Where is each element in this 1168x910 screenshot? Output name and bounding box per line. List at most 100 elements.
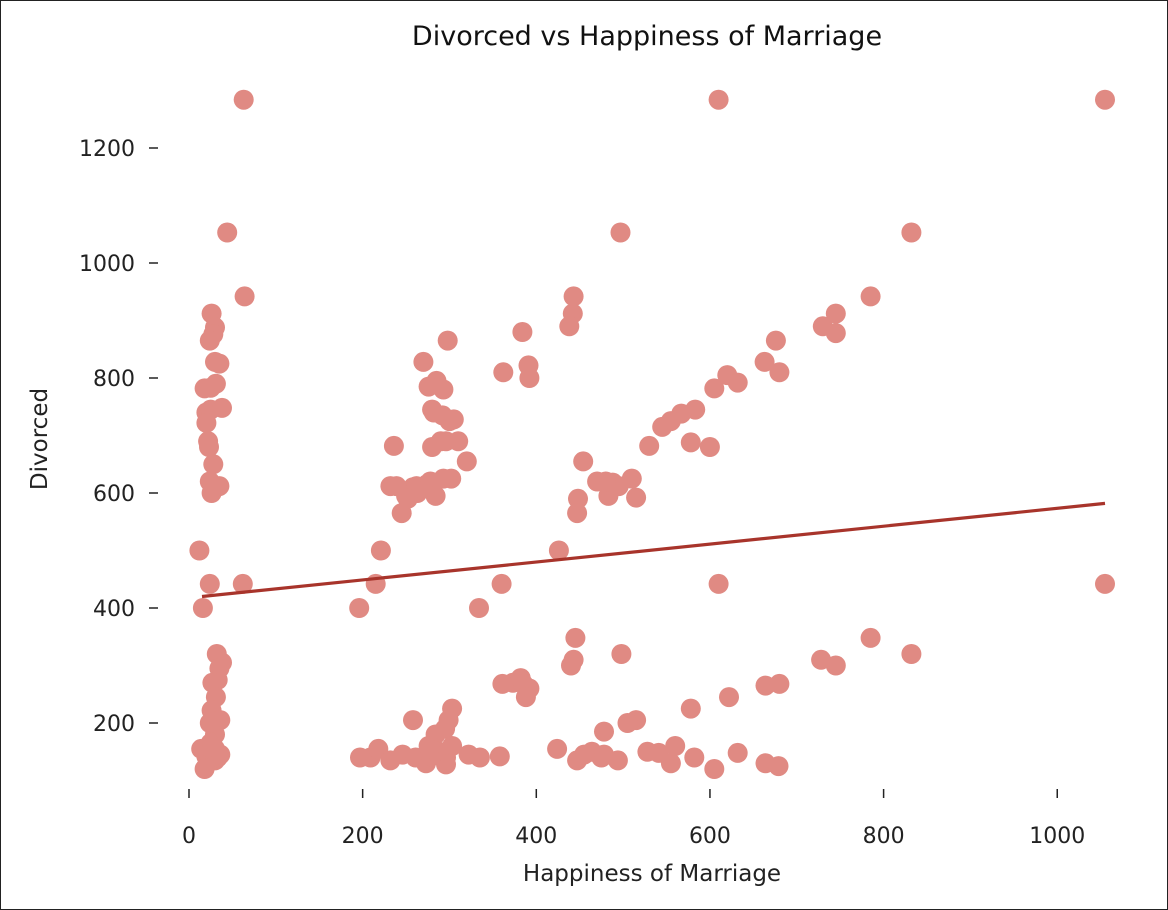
data-point xyxy=(234,286,255,307)
data-point xyxy=(708,89,729,110)
data-point xyxy=(492,673,513,694)
y-axis: 200 400 600 800 1000 1200 xyxy=(79,137,158,737)
x-tick-label: 400 xyxy=(515,824,557,849)
data-point xyxy=(370,540,391,561)
data-point xyxy=(194,378,215,399)
data-point xyxy=(765,330,786,351)
data-point xyxy=(626,487,647,508)
data-point xyxy=(469,598,489,618)
data-point xyxy=(719,687,739,708)
data-point xyxy=(860,627,881,648)
data-point xyxy=(518,355,539,376)
data-point xyxy=(547,738,568,759)
data-point xyxy=(189,540,210,561)
data-point xyxy=(573,451,594,472)
data-point xyxy=(199,573,220,594)
data-point xyxy=(442,736,463,756)
data-point xyxy=(403,710,423,731)
data-point xyxy=(825,655,846,676)
data-point xyxy=(704,378,725,399)
data-point xyxy=(704,759,725,779)
y-tick-label: 600 xyxy=(93,482,135,507)
data-point xyxy=(443,409,464,430)
data-point xyxy=(768,756,789,777)
x-tick-label: 600 xyxy=(689,824,731,849)
data-point xyxy=(437,330,458,351)
data-point xyxy=(825,303,846,324)
points-layer xyxy=(189,89,1115,779)
data-point xyxy=(565,627,586,648)
data-point xyxy=(515,687,536,708)
trend-layer xyxy=(201,501,1106,599)
data-point xyxy=(413,351,434,372)
data-point xyxy=(1095,573,1115,594)
data-point xyxy=(621,468,642,489)
y-tick-label: 400 xyxy=(93,597,135,622)
chart-title: Divorced vs Happiness of Marriage xyxy=(412,21,882,52)
data-point xyxy=(209,353,230,374)
data-point xyxy=(217,222,238,243)
data-point xyxy=(563,286,584,307)
data-point xyxy=(559,316,580,337)
data-point xyxy=(594,721,614,742)
data-point xyxy=(232,573,253,594)
data-point xyxy=(192,598,213,618)
y-tick-label: 800 xyxy=(93,367,135,392)
data-point xyxy=(233,89,254,110)
data-point xyxy=(491,573,512,594)
data-point xyxy=(665,736,686,756)
data-point xyxy=(383,435,404,456)
data-point xyxy=(456,451,477,472)
data-point xyxy=(860,286,881,307)
data-point xyxy=(433,379,454,400)
data-point xyxy=(436,431,456,452)
data-point xyxy=(194,759,215,779)
data-point xyxy=(489,746,510,767)
data-point xyxy=(769,362,790,383)
data-point xyxy=(699,437,720,457)
data-point xyxy=(561,655,581,676)
data-point xyxy=(769,673,790,694)
y-tick-label: 200 xyxy=(93,712,135,737)
data-point xyxy=(196,412,217,433)
x-tick-label: 800 xyxy=(863,824,905,849)
data-point xyxy=(212,397,232,418)
data-point xyxy=(610,222,631,243)
data-point xyxy=(433,468,454,489)
data-point xyxy=(754,351,775,372)
data-point xyxy=(469,747,490,768)
data-point xyxy=(607,750,628,771)
y-axis-title: Divorced xyxy=(27,388,53,490)
data-point xyxy=(660,753,681,774)
data-point xyxy=(397,488,418,509)
data-point xyxy=(660,411,681,432)
data-point xyxy=(199,437,219,457)
data-point xyxy=(611,644,632,664)
data-point xyxy=(568,488,588,509)
data-point xyxy=(203,454,224,475)
data-point xyxy=(680,698,701,719)
data-point xyxy=(727,372,748,393)
data-point xyxy=(617,713,638,733)
data-point xyxy=(512,322,533,342)
data-point xyxy=(493,362,514,383)
data-point xyxy=(708,573,729,594)
data-point xyxy=(349,598,370,618)
data-point xyxy=(680,432,701,453)
data-point xyxy=(825,323,846,344)
data-point xyxy=(199,330,220,351)
data-point xyxy=(202,736,223,756)
x-axis: 0 200 400 600 800 1000 xyxy=(182,789,1085,849)
trend-line xyxy=(201,501,1106,599)
x-tick-label: 0 xyxy=(182,824,196,849)
data-point xyxy=(419,738,440,759)
data-point xyxy=(639,435,660,456)
y-tick-label: 1000 xyxy=(79,252,135,277)
data-point xyxy=(684,747,705,768)
data-point xyxy=(199,713,220,733)
x-tick-label: 1000 xyxy=(1029,824,1085,849)
data-point xyxy=(1095,89,1115,110)
data-point xyxy=(727,742,748,763)
